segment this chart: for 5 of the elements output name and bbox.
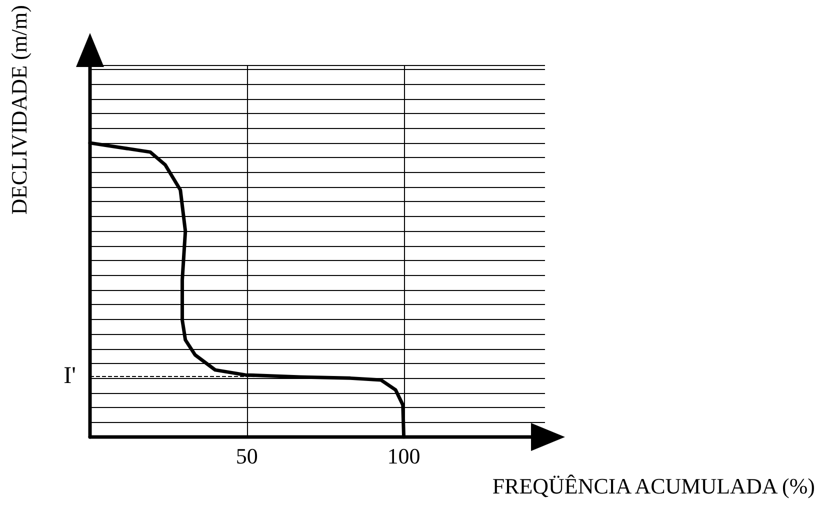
x-tick-label: 100: [387, 444, 420, 468]
x-axis-title: FREQÜÊNCIA ACUMULADA (%): [492, 474, 815, 498]
ref-line-label: I': [64, 363, 76, 390]
y-axis-title: DECLIVIDADE (m/m): [6, 5, 32, 215]
x-tick-label: 50: [236, 444, 258, 468]
